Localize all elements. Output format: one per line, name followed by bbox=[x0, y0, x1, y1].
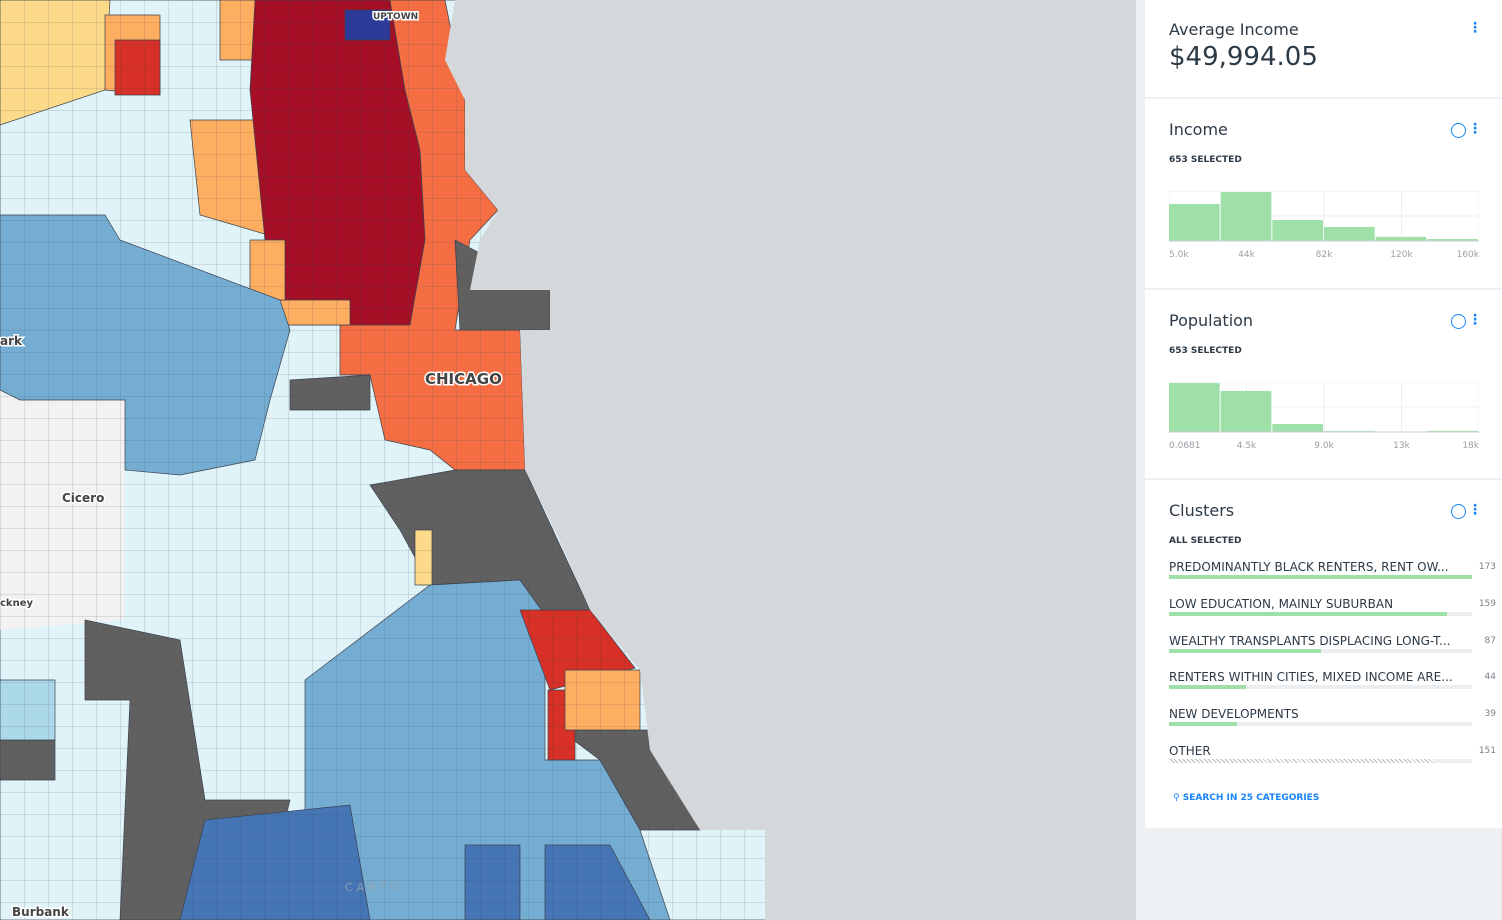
widget-title: Average Income bbox=[1169, 20, 1299, 39]
axis-label: 18k bbox=[1462, 441, 1479, 451]
histogram-bar bbox=[1324, 227, 1375, 241]
category-name: LOW EDUCATION, MAINLY SUBURBAN bbox=[1169, 596, 1394, 611]
axis-label: 44k bbox=[1238, 250, 1255, 260]
category-row[interactable]: WEALTHY TRANSPLANTS DISPLACING LONG-T...… bbox=[1169, 633, 1496, 664]
category-row[interactable]: PREDOMINANTLY BLACK RENTERS, RENT OW... 1… bbox=[1169, 560, 1496, 590]
histogram-bar bbox=[1220, 390, 1272, 432]
category-bar bbox=[1169, 685, 1247, 690]
category-count: 151 bbox=[1478, 746, 1496, 756]
map-label: ark bbox=[0, 334, 23, 348]
category-row[interactable]: NEW DEVELOPMENTS 39 bbox=[1169, 707, 1496, 737]
color-button[interactable] bbox=[1451, 123, 1466, 138]
histogram-bar bbox=[1272, 220, 1323, 241]
category-bar bbox=[1169, 648, 1322, 653]
menu-button[interactable]: ⋮ bbox=[1468, 121, 1482, 137]
category-name: NEW DEVELOPMENTS bbox=[1169, 707, 1299, 722]
category-track bbox=[1169, 685, 1472, 690]
histogram-bar bbox=[1169, 383, 1220, 432]
axis-label: 120k bbox=[1390, 250, 1413, 260]
widget-title: Population bbox=[1169, 311, 1254, 330]
category-count: 173 bbox=[1478, 562, 1496, 572]
menu-button[interactable]: ⋮ bbox=[1468, 20, 1482, 36]
category-count: 159 bbox=[1478, 598, 1496, 609]
category-name: OTHER bbox=[1169, 744, 1211, 758]
color-button[interactable] bbox=[1451, 314, 1466, 329]
axis-label: 4.5k bbox=[1237, 441, 1257, 451]
histogram: 0.0681 4.5k 9.0k 13k 18k bbox=[1169, 382, 1479, 451]
category-row[interactable]: RENTERS WITHIN CITIES, MIXED INCOME ARE.… bbox=[1169, 670, 1496, 700]
category-bar bbox=[1169, 575, 1472, 579]
category-count: 44 bbox=[1484, 672, 1496, 683]
histogram: 5.0k 44k 82k 120k 160k bbox=[1169, 191, 1479, 260]
category-count: 87 bbox=[1484, 635, 1496, 646]
map-label: ckney bbox=[0, 598, 33, 609]
formula-widget: Average Income $49,994.05 ⋮ bbox=[1145, 0, 1502, 97]
axis-label: 0.0681 bbox=[1169, 441, 1201, 451]
histogram-widget: Population 653 SELECTED ⋮ 0.0681 4.5k 9.0k… bbox=[1145, 290, 1502, 478]
histogram-bar bbox=[1375, 236, 1427, 241]
map-label: CHICAGO bbox=[425, 370, 502, 388]
histogram-bar bbox=[1272, 424, 1323, 432]
category-track bbox=[1169, 759, 1472, 763]
attribution: CARTO bbox=[345, 881, 402, 894]
widget-title: Clusters bbox=[1169, 501, 1235, 520]
map[interactable]: UPTOWN CHICAGO Cicero ark ckney Burbank … bbox=[0, 0, 1136, 920]
histogram-bar bbox=[1220, 192, 1272, 241]
menu-button[interactable]: ⋮ bbox=[1468, 502, 1482, 518]
category-name: WEALTHY TRANSPLANTS DISPLACING LONG-T... bbox=[1169, 633, 1451, 648]
histogram-bar bbox=[1427, 430, 1478, 432]
selection-status: ALL SELECTED bbox=[1169, 536, 1242, 546]
category-bar bbox=[1169, 759, 1434, 763]
category-count: 39 bbox=[1484, 709, 1496, 720]
category-row[interactable]: OTHER 151 bbox=[1169, 744, 1496, 774]
axis-label: 13k bbox=[1393, 441, 1410, 451]
histogram-widget: Income 653 SELECTED ⋮ 5.0k 44k 82k 120k 160k bbox=[1145, 99, 1502, 288]
selection-status: 653 SELECTED bbox=[1169, 346, 1242, 356]
category-track bbox=[1169, 722, 1472, 727]
widget-title: Income bbox=[1169, 120, 1228, 139]
axis-label: 160k bbox=[1457, 250, 1479, 260]
category-track bbox=[1169, 648, 1472, 653]
map-label: UPTOWN bbox=[373, 12, 418, 22]
axis-label: 9.0k bbox=[1314, 441, 1334, 451]
axis-label: 5.0k bbox=[1169, 250, 1189, 260]
color-button[interactable] bbox=[1451, 504, 1466, 519]
category-track bbox=[1169, 611, 1472, 616]
widget-value: $49,994.05 bbox=[1169, 42, 1318, 72]
menu-button[interactable]: ⋮ bbox=[1468, 312, 1482, 328]
category-row[interactable]: LOW EDUCATION, MAINLY SUBURBAN 159 bbox=[1169, 596, 1496, 627]
category-name: RENTERS WITHIN CITIES, MIXED INCOME ARE.… bbox=[1169, 670, 1453, 685]
histogram-bar bbox=[1169, 204, 1220, 241]
category-bar bbox=[1169, 611, 1448, 616]
search-link[interactable]: ⚲ SEARCH IN 25 CATEGORIES bbox=[1173, 793, 1320, 803]
histogram-bar bbox=[1427, 239, 1478, 241]
map-label: Cicero bbox=[62, 491, 104, 505]
map-label: Burbank bbox=[12, 905, 70, 919]
category-name: PREDOMINANTLY BLACK RENTERS, RENT OW... bbox=[1169, 560, 1449, 574]
search-text[interactable]: SEARCH IN 25 CATEGORIES bbox=[1182, 793, 1320, 803]
category-track bbox=[1169, 575, 1472, 579]
category-bar bbox=[1169, 722, 1238, 727]
axis-label: 82k bbox=[1316, 250, 1333, 260]
selection-status: 653 SELECTED bbox=[1169, 155, 1242, 165]
category-widget: Clusters ALL SELECTED ⋮ ⚲ SEARCH IN 25 C… bbox=[1145, 480, 1502, 828]
